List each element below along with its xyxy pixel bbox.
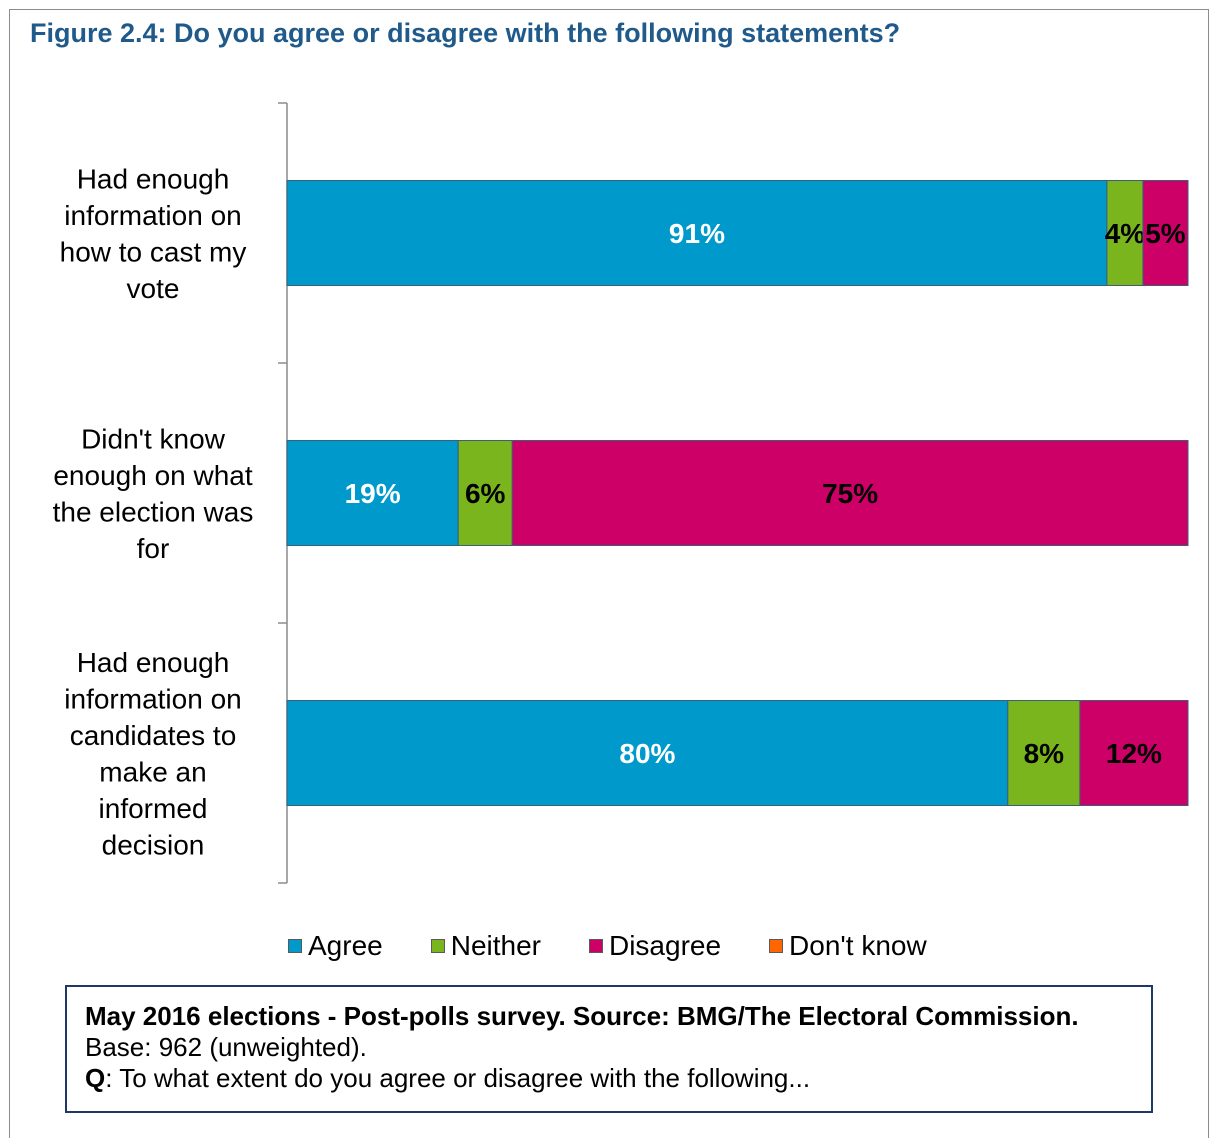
- category-label: candidates to: [70, 720, 237, 751]
- category-label: make an: [99, 756, 206, 787]
- category-label: information on: [64, 683, 241, 714]
- data-label: 80%: [619, 738, 675, 769]
- category-label: the election was: [53, 496, 254, 527]
- category-label: Had enough: [77, 163, 230, 194]
- bar-segment-agree: [286, 180, 1108, 286]
- question-label: Q: [85, 1063, 106, 1094]
- bar-segment-agree: [286, 700, 1009, 806]
- data-label: 19%: [345, 478, 401, 509]
- source-base-text: Base: 962 (unweighted).: [85, 1032, 367, 1063]
- category-label: enough on what: [53, 460, 253, 491]
- legend-label: Don't know: [789, 930, 927, 961]
- category-label: how to cast my: [60, 236, 247, 267]
- bar-segment-agree: [286, 440, 459, 546]
- category-label: for: [137, 533, 170, 564]
- legend-swatch: [588, 939, 603, 953]
- data-label: 6%: [465, 478, 506, 509]
- source-bold-text: May 2016 elections - Post-polls survey. …: [85, 1001, 1079, 1031]
- data-label: 5%: [1145, 218, 1186, 249]
- legend-label: Agree: [308, 930, 383, 961]
- category-label: information on: [64, 200, 241, 231]
- bar-segment-neither: [457, 440, 513, 546]
- bar-segment-disagree: [1079, 700, 1189, 806]
- chart-legend: Agree Neither Disagree Don't know: [288, 930, 975, 962]
- legend-item: Disagree: [588, 930, 722, 962]
- category-label: Had enough: [77, 647, 230, 678]
- bar-segment-neither: [1106, 180, 1144, 286]
- data-label: 75%: [822, 478, 878, 509]
- bar-segment-disagree: [1142, 180, 1189, 286]
- category-label: informed: [99, 793, 208, 824]
- legend-swatch: [430, 939, 445, 953]
- bar-segment-disagree: [511, 440, 1189, 546]
- data-label: 91%: [669, 218, 725, 249]
- category-label: vote: [127, 273, 180, 304]
- question-text: : To what extent do you agree or disagre…: [105, 1063, 811, 1094]
- data-label: 4%: [1105, 218, 1146, 249]
- figure-title: Figure 2.4: Do you agree or disagree wit…: [30, 18, 901, 48]
- category-label: decision: [102, 829, 205, 860]
- legend-label: Disagree: [608, 930, 722, 961]
- legend-item: Neither: [430, 930, 541, 962]
- legend-swatch: [288, 939, 302, 953]
- legend-item: Don't know: [769, 930, 927, 962]
- data-label: 8%: [1024, 738, 1065, 769]
- stacked-bar-chart: Had enough information on how to cast my vo…: [53, 102, 1189, 884]
- source-note: May 2016 elections - Post-polls survey. …: [65, 985, 1153, 1113]
- legend-label: Neither: [450, 930, 541, 961]
- legend-item: Agree: [288, 930, 383, 962]
- category-label: Didn't know: [81, 423, 226, 454]
- legend-swatch: [769, 939, 784, 953]
- data-label: 12%: [1106, 738, 1162, 769]
